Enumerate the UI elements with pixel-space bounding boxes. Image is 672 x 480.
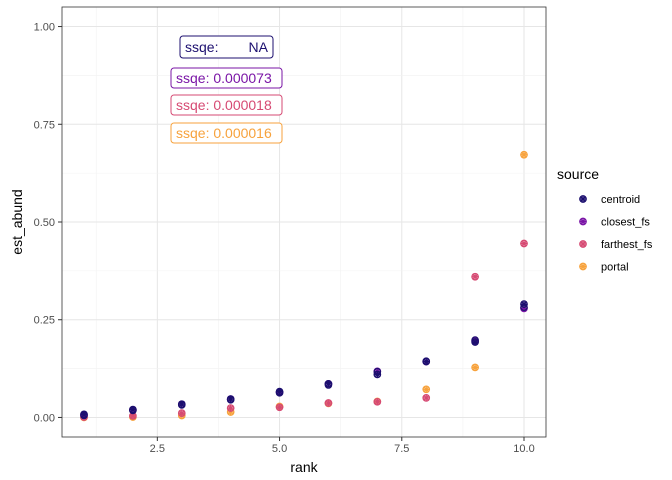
x-tick-label: 10.0 (513, 443, 534, 455)
point-centroid-ring (471, 336, 479, 344)
annotation-label: ssqe: (185, 39, 218, 55)
y-tick-label: 0.25 (34, 315, 55, 327)
point-farthest_fs (471, 272, 479, 281)
legend-title: source (557, 166, 599, 182)
point-portal (471, 363, 479, 372)
legend: source centroid closest_fs farthest_fsport… (557, 166, 653, 274)
x-tick-label: 2.5 (150, 443, 165, 455)
annotation-box (179, 35, 274, 59)
point-centroid-ring (520, 303, 528, 312)
y-axis-ticks: 0.00 0.25 0.50 0.75 1.00 (34, 22, 62, 424)
annotation-box (170, 122, 283, 144)
legend-label: closest_fs (601, 217, 650, 229)
data-points (80, 150, 528, 422)
y-tick-label: 0.75 (34, 119, 55, 131)
y-tick-label: 1.00 (34, 22, 55, 34)
x-tick-label: 5.0 (272, 443, 287, 455)
point-farthest_fs (324, 399, 333, 407)
annotation-label: ssqe: 0.000018 (176, 97, 272, 113)
legend-label: portal (601, 262, 629, 274)
y-tick-label: 0.00 (34, 412, 55, 424)
x-axis-ticks: 2.5 5.0 7.5 10.0 (150, 437, 535, 455)
legend-label: farthest_fs (601, 239, 653, 251)
x-tick-label: 7.5 (394, 443, 409, 455)
legend-key-closest_fs (579, 217, 587, 226)
legend-key-portal (579, 262, 587, 271)
legend-key-centroid (579, 195, 587, 203)
point-centroid-ring (373, 367, 382, 376)
point-farthest_fs (275, 403, 284, 412)
point-portal (422, 385, 431, 394)
legend-key-farthest_fs (579, 240, 587, 248)
point-centroid-ring (324, 381, 333, 389)
point-portal (520, 150, 528, 159)
annotation-box (170, 67, 283, 89)
annotation-value: NA (249, 39, 269, 55)
x-axis-title: rank (290, 459, 318, 475)
point-centroid-ring (80, 411, 88, 420)
annotation-label: ssqe: 0.000073 (176, 70, 272, 86)
point-centroid-ring (226, 396, 235, 404)
point-farthest_fs (520, 239, 528, 248)
grid (62, 7, 546, 437)
point-farthest_fs (373, 397, 382, 406)
point-farthest_fs (226, 404, 235, 412)
point-centroid-ring (129, 406, 137, 415)
legend-label: centroid (601, 194, 640, 206)
point-centroid-ring (177, 401, 186, 409)
annotation-box (170, 94, 283, 116)
y-axis-title: est_abund (9, 189, 25, 254)
point-centroid-ring (275, 389, 284, 397)
point-centroid-ring (422, 357, 431, 365)
y-tick-label: 0.50 (34, 217, 55, 229)
point-centroid (471, 338, 479, 346)
point-farthest_fs (422, 394, 431, 402)
point-farthest_fs (177, 409, 186, 418)
annotations: ssqe: NA ssqe: 0.000073 ssqe: 0.000018 ssqe:… (170, 35, 283, 144)
annotation-label: ssqe: 0.000016 (176, 125, 272, 141)
